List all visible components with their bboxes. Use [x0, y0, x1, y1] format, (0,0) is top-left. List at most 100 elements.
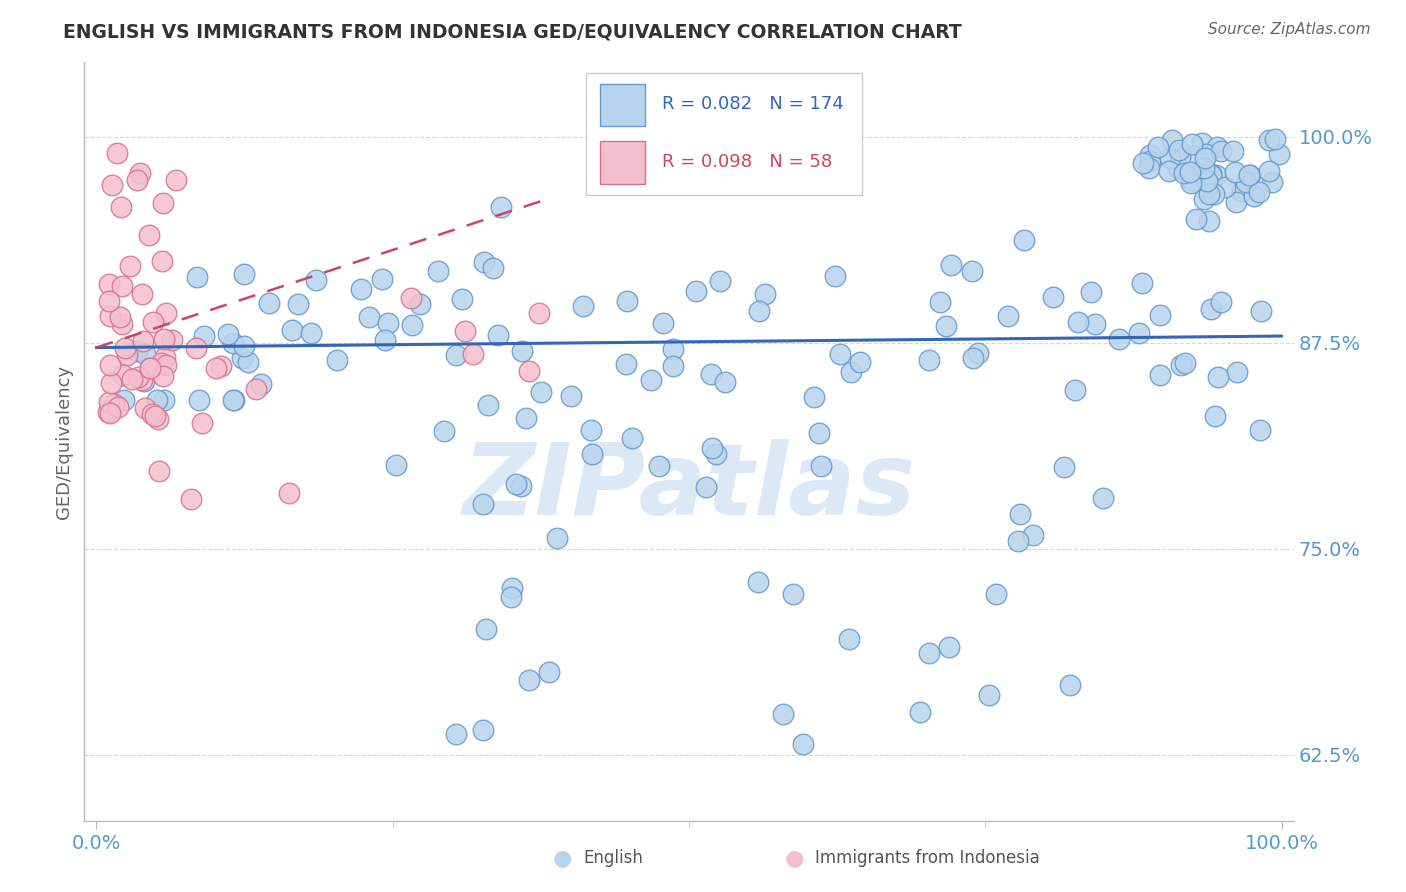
- Point: [148, 464, 170, 478]
- Point: [1199, 168, 1222, 182]
- Point: [98, 309, 121, 323]
- Point: [918, 646, 941, 660]
- Text: R = 0.098   N = 58: R = 0.098 N = 58: [662, 153, 832, 171]
- Point: [1014, 233, 1036, 247]
- Point: [560, 389, 582, 403]
- Point: [519, 364, 541, 378]
- Point: [1226, 365, 1249, 379]
- Point: [472, 723, 495, 738]
- Point: [1137, 161, 1160, 175]
- Point: [501, 591, 523, 605]
- Point: [1149, 368, 1171, 382]
- Point: [1191, 136, 1213, 150]
- Point: [572, 299, 595, 313]
- Point: [917, 353, 939, 368]
- Point: [510, 344, 533, 359]
- Point: [134, 347, 156, 361]
- Point: [1139, 148, 1161, 162]
- Point: [839, 365, 862, 379]
- Point: [110, 201, 132, 215]
- Point: [486, 328, 509, 343]
- Point: [205, 360, 228, 375]
- Point: [132, 334, 155, 349]
- Point: [1170, 358, 1192, 372]
- Point: [984, 587, 1007, 601]
- Point: [1167, 161, 1189, 175]
- Point: [142, 315, 165, 329]
- Point: [100, 376, 122, 390]
- Point: [652, 316, 675, 330]
- Point: [704, 447, 727, 461]
- Point: [471, 497, 494, 511]
- Point: [446, 349, 468, 363]
- Point: [1149, 308, 1171, 322]
- Point: [152, 196, 174, 211]
- Point: [131, 373, 153, 387]
- Point: [111, 317, 134, 331]
- Point: [1170, 150, 1192, 164]
- Point: [475, 622, 498, 636]
- Point: [129, 165, 152, 179]
- Point: [97, 405, 120, 419]
- Point: [1181, 173, 1204, 187]
- Point: [370, 272, 392, 286]
- Point: [1198, 186, 1220, 201]
- Text: Immigrants from Indonesia: Immigrants from Indonesia: [815, 849, 1040, 867]
- Point: [515, 410, 537, 425]
- Point: [530, 384, 553, 399]
- Point: [1181, 136, 1204, 151]
- Point: [160, 333, 183, 347]
- Point: [299, 326, 322, 340]
- Point: [249, 377, 271, 392]
- Point: [125, 343, 148, 358]
- Point: [1167, 143, 1189, 157]
- Point: [1209, 295, 1232, 310]
- Point: [186, 270, 208, 285]
- Point: [939, 258, 962, 272]
- Point: [997, 309, 1019, 323]
- Point: [1232, 184, 1254, 198]
- Text: ●: ●: [785, 848, 804, 868]
- Point: [131, 286, 153, 301]
- Point: [98, 407, 121, 421]
- Point: [1059, 678, 1081, 692]
- Point: [1108, 332, 1130, 346]
- Point: [772, 706, 794, 721]
- Point: [529, 305, 551, 319]
- Point: [1080, 285, 1102, 300]
- Point: [1225, 195, 1247, 210]
- Point: [149, 356, 172, 370]
- Point: [1234, 175, 1257, 189]
- Point: [326, 352, 349, 367]
- Point: [1132, 156, 1154, 170]
- Point: [1180, 176, 1202, 190]
- Point: [1130, 276, 1153, 290]
- Point: [1213, 180, 1236, 194]
- Point: [807, 425, 830, 440]
- Point: [103, 397, 125, 411]
- Point: [165, 173, 187, 187]
- Point: [1159, 151, 1181, 165]
- Point: [754, 287, 776, 301]
- Point: [233, 267, 256, 281]
- Point: [121, 372, 143, 386]
- Point: [782, 587, 804, 601]
- Point: [1147, 140, 1170, 154]
- Point: [153, 350, 176, 364]
- Point: [401, 318, 423, 332]
- Point: [1198, 214, 1220, 228]
- Point: [1064, 383, 1087, 397]
- Text: ZIPatlas: ZIPatlas: [463, 439, 915, 535]
- Point: [155, 359, 177, 373]
- Point: [482, 260, 505, 275]
- Point: [1197, 174, 1219, 188]
- Point: [700, 441, 723, 455]
- Point: [180, 492, 202, 507]
- Point: [107, 400, 129, 414]
- Point: [1202, 186, 1225, 201]
- Point: [1139, 153, 1161, 168]
- Point: [150, 253, 173, 268]
- Point: [463, 347, 485, 361]
- Point: [112, 393, 135, 408]
- Point: [695, 481, 717, 495]
